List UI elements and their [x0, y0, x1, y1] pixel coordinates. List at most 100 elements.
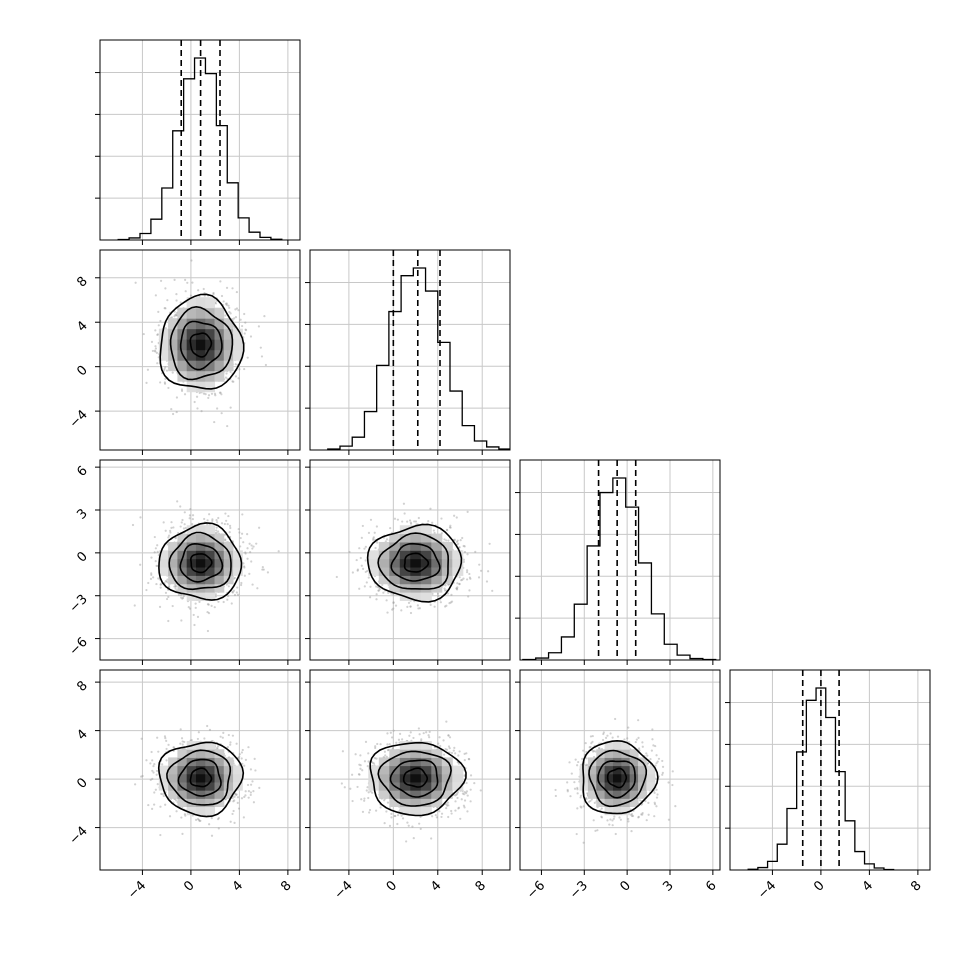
scatter-point [594, 829, 597, 832]
scatter-point [194, 818, 198, 821]
scatter-point [168, 534, 171, 537]
density-cell [195, 318, 206, 330]
scatter-point [377, 589, 380, 592]
scatter-point [463, 759, 466, 762]
scatter-point [191, 518, 194, 521]
scatter-point [418, 607, 421, 610]
density-cell [389, 790, 401, 799]
scatter-point [447, 804, 450, 807]
scatter-point [394, 814, 397, 818]
scatter-point [392, 601, 395, 604]
scatter-point [235, 793, 238, 796]
histogram-bin [462, 426, 474, 450]
x-tick-label: 8 [473, 878, 489, 894]
scatter-point [217, 745, 220, 748]
density-cell [629, 798, 639, 808]
scatter-point [445, 803, 448, 806]
scatter-point [576, 788, 579, 791]
scatter-point [374, 546, 377, 550]
scatter-point [445, 748, 449, 751]
scatter-point [183, 393, 187, 396]
contour-line [177, 758, 222, 797]
scatter-point [570, 772, 573, 775]
scatter-point [388, 743, 391, 746]
scatter-point [655, 796, 659, 799]
panel-frame [99, 39, 301, 241]
density-cell [168, 541, 178, 551]
scatter-point [585, 796, 588, 800]
scatter-point [462, 544, 465, 548]
scatter-point [192, 613, 195, 617]
density-cell [378, 765, 390, 775]
scatter-point [183, 523, 186, 526]
scatter-point [189, 508, 192, 511]
contour-line [369, 741, 467, 817]
scatter-point [184, 526, 187, 530]
scatter-point [225, 303, 228, 306]
scatter-point [427, 520, 430, 523]
density-panel [305, 669, 511, 875]
scatter-point [165, 759, 168, 762]
x-tick-label: 0 [181, 878, 197, 894]
density-cell [420, 592, 432, 601]
scatter-point [203, 517, 206, 521]
scatter-point [234, 363, 237, 366]
scatter-point [356, 569, 359, 572]
scatter-point [356, 785, 359, 789]
scatter-point [630, 814, 634, 818]
scatter-point [210, 392, 214, 395]
scatter-point [233, 576, 236, 579]
scatter-point [153, 551, 156, 554]
scatter-point [364, 545, 367, 548]
scatter-point [614, 717, 617, 721]
density-cell [158, 349, 169, 361]
scatter-point [393, 814, 396, 818]
density-cell [389, 558, 401, 568]
scatter-point [445, 720, 448, 723]
scatter-point [576, 807, 579, 810]
panel-frame [99, 459, 301, 661]
scatter-point [213, 420, 216, 424]
scatter-point [385, 810, 388, 813]
scatter-point [405, 840, 408, 843]
scatter-point [240, 532, 244, 535]
density-cell [604, 749, 614, 758]
scatter-point [163, 307, 166, 310]
scatter-point [153, 791, 156, 794]
density-cell [168, 773, 178, 783]
scatter-point [640, 813, 643, 816]
scatter-point [145, 381, 148, 385]
density-cell [368, 558, 380, 568]
x-tick-label: 0 [811, 878, 827, 894]
scatter-point [218, 391, 222, 394]
density-cell [195, 550, 206, 560]
density-cell [177, 575, 188, 585]
density-cell [399, 567, 411, 576]
scatter-point [600, 815, 603, 818]
scatter-point [258, 786, 261, 789]
scatter-point [575, 832, 578, 836]
density-cell [420, 567, 432, 576]
scatter-point [457, 754, 460, 757]
histogram-bin [377, 365, 389, 450]
density-cell [186, 790, 197, 799]
density-cell [168, 765, 178, 775]
scatter-point [181, 740, 184, 743]
scatter-point [454, 752, 457, 755]
density-cell [441, 781, 453, 791]
scatter-point [440, 517, 443, 520]
scatter-point [425, 731, 428, 734]
x-tick-label: 4 [428, 878, 444, 894]
scatter-point [164, 591, 168, 594]
scatter-point [442, 753, 446, 756]
histogram-bin [797, 752, 807, 870]
scatter-point [161, 793, 164, 796]
scatter-point [440, 815, 443, 819]
density-cell [168, 328, 178, 340]
x-tick-label: 4 [860, 878, 876, 894]
scatter-point [164, 579, 167, 583]
density-cell [177, 749, 188, 758]
scatter-point [240, 581, 243, 585]
scatter-point [463, 806, 466, 809]
scatter-point [382, 591, 385, 594]
